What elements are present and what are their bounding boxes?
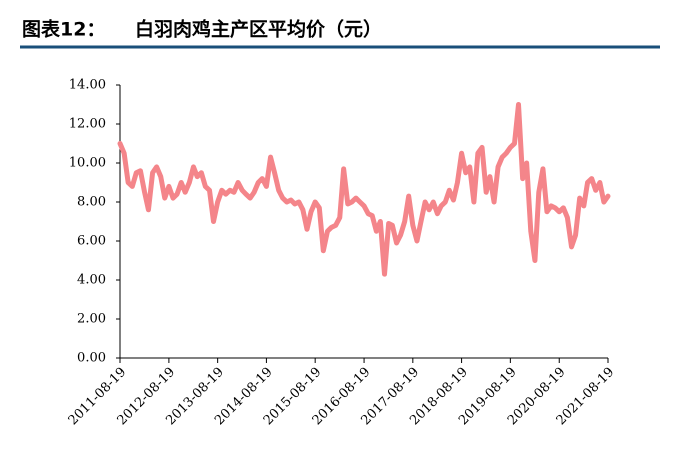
y-tick-label: 14.00 (69, 78, 106, 93)
y-tick-label: 0.00 (77, 351, 106, 366)
y-tick-label: 6.00 (77, 234, 106, 249)
price-line (117, 102, 611, 277)
y-tick-label: 8.00 (77, 195, 106, 210)
chart-title: 白羽肉鸡主产区平均价（元） (135, 18, 382, 41)
y-tick-label: 10.00 (69, 156, 106, 171)
figure-label: 图表12： (22, 18, 105, 41)
y-tick-label: 12.00 (69, 117, 106, 132)
y-tick-label: 2.00 (77, 312, 106, 327)
y-tick-label: 4.00 (77, 273, 106, 288)
